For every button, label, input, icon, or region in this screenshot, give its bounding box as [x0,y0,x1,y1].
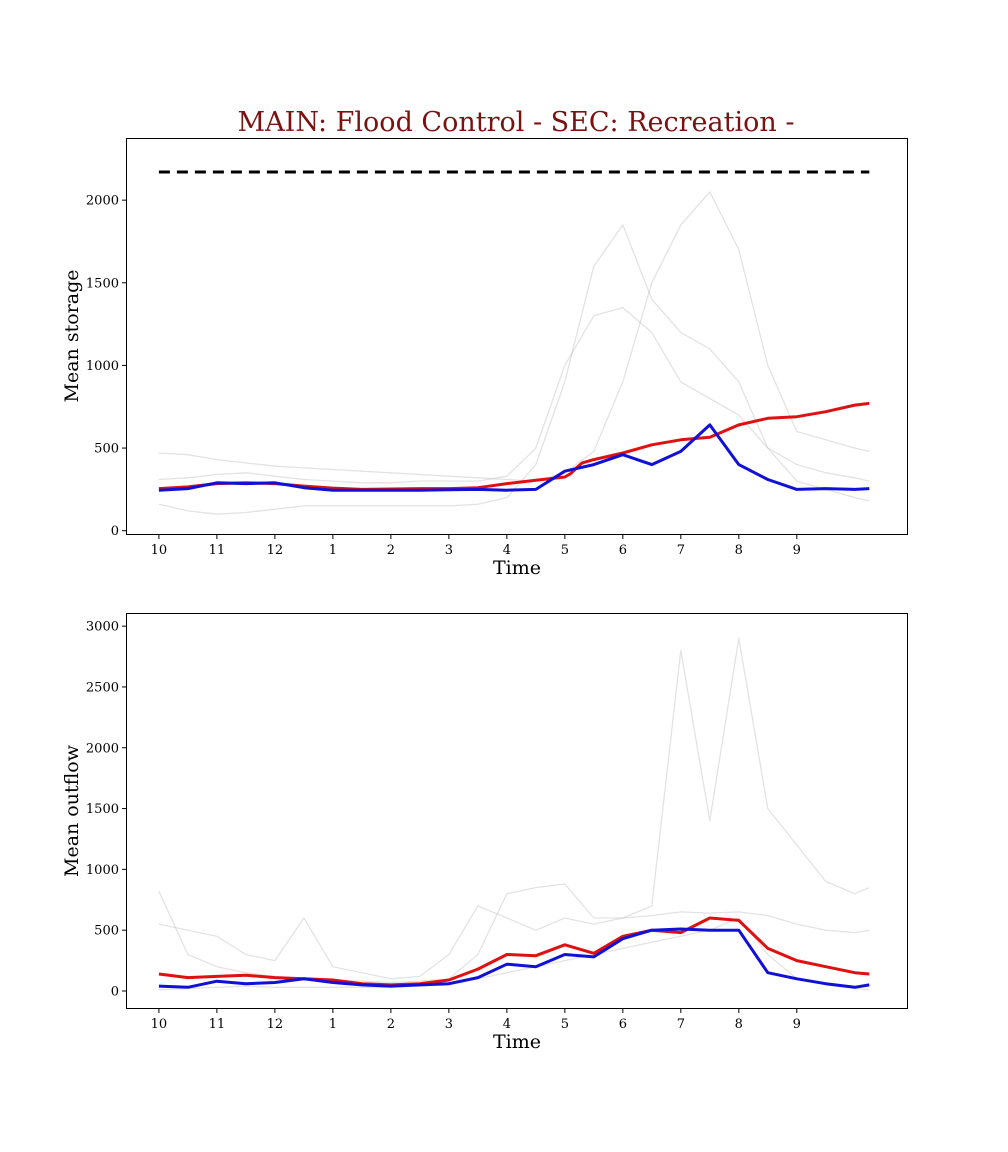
outflow-x-axis-title: Time [493,1031,541,1053]
storage-series-line-4 [158,224,870,515]
storage-x-tick-label-7: 5 [561,543,569,558]
storage-x-axis-title: Time [493,557,541,579]
outflow-x-tick-label-4: 2 [387,1017,395,1032]
storage-y-tick-label-0: 0 [111,524,119,539]
outflow-y-tick-label-4: 2000 [86,741,119,756]
outflow-y-ticks: 0 500 1000 1500 2000 2500 3000 [86,620,127,999]
storage-x-tick-label-8: 6 [619,543,627,558]
storage-x-tick-label-11: 9 [793,543,801,558]
storage-y-tick-label-4: 2000 [86,194,119,209]
storage-x-tick-label-9: 7 [677,543,685,558]
storage-x-tick-label-4: 2 [387,543,395,558]
outflow-series-line-1 [158,927,870,989]
outflow-series-line-3 [158,905,870,980]
outflow-x-tick-label-0: 10 [151,1017,168,1032]
storage-x-tick-label-1: 11 [209,543,226,558]
storage-x-ticks: 10 11 12 1 2 3 4 5 6 7 8 9 [151,534,801,558]
outflow-x-tick-label-7: 5 [561,1017,569,1032]
outflow-plot-frame [126,613,908,1009]
storage-main-lines [158,401,870,492]
outflow-y-tick-label-5: 2500 [86,680,119,695]
outflow-x-tick-label-3: 1 [329,1017,337,1032]
outflow-x-tick-label-1: 11 [209,1017,226,1032]
storage-y-tick-label-3: 1500 [86,276,119,291]
outflow-series-line-2 [158,637,870,984]
main-title: MAIN: Flood Control - SEC: Recreation - [238,107,795,138]
outflow-x-ticks: 10 11 12 1 2 3 4 5 6 7 8 9 [151,1008,801,1032]
outflow-y-tick-label-0: 0 [111,984,119,999]
outflow-x-tick-label-2: 12 [267,1017,284,1032]
outflow-x-tick-label-11: 9 [793,1017,801,1032]
storage-x-tick-label-3: 1 [329,543,337,558]
storage-x-tick-label-10: 8 [735,543,743,558]
storage-series-line-2 [158,191,870,482]
storage-x-tick-label-0: 10 [151,543,168,558]
storage-y-tick-label-2: 1000 [86,359,119,374]
outflow-x-tick-label-8: 6 [619,1017,627,1032]
outflow-x-tick-label-10: 8 [735,1017,743,1032]
storage-x-tick-label-5: 3 [445,543,453,558]
storage-y-axis-title: Mean storage [61,270,83,403]
outflow-main-lines [158,916,870,989]
outflow-x-tick-label-5: 3 [445,1017,453,1032]
outflow-series-line-0 [158,916,870,987]
storage-x-tick-label-2: 12 [267,543,284,558]
storage-ensemble-lines [158,191,870,515]
outflow-x-tick-label-6: 4 [503,1017,511,1032]
storage-x-tick-label-6: 4 [503,543,511,558]
outflow-chart: 10 11 12 1 2 3 4 5 6 7 8 9 050010001500200025003000… [61,613,908,1053]
outflow-series-line-4 [158,917,870,991]
outflow-y-tick-label-2: 1000 [86,863,119,878]
outflow-y-tick-label-6: 3000 [86,620,119,635]
outflow-y-axis-title: Mean outflow [61,744,83,877]
outflow-y-tick-label-3: 1500 [86,802,119,817]
storage-series-line-1 [158,423,870,492]
outflow-x-tick-label-9: 7 [677,1017,685,1032]
outflow-y-tick-label-1: 500 [94,924,119,939]
outflow-ensemble-lines [158,637,870,991]
storage-series-line-3 [158,306,870,484]
storage-y-tick-label-1: 500 [94,442,119,457]
storage-y-ticks: 0 500 1000 1500 2000 [86,194,127,539]
storage-plot-frame [126,138,908,535]
